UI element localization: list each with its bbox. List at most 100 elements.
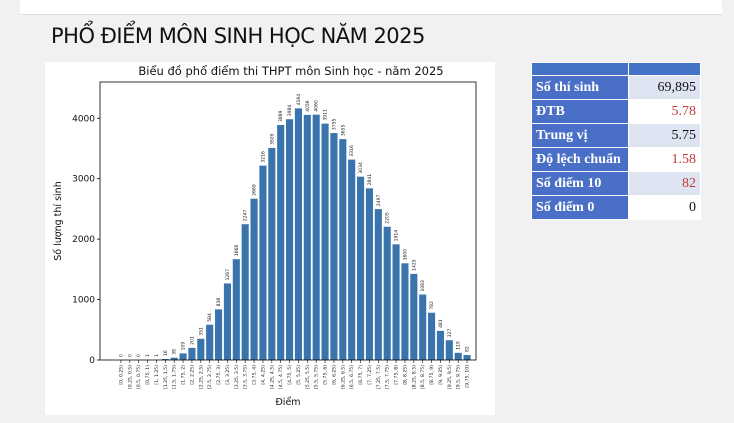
stat-value: 69,895: [628, 75, 701, 100]
data-label: 3755: [331, 118, 337, 130]
bar: [454, 352, 462, 360]
data-label: 3655: [340, 125, 346, 137]
bar: [303, 114, 311, 360]
data-label: 2247: [243, 210, 249, 222]
data-label: 1: [154, 354, 160, 357]
data-label: 782: [429, 301, 435, 310]
data-label: 0: [127, 354, 133, 357]
data-label: 16: [163, 350, 169, 356]
x-tick-label: [6.75, 7): [358, 365, 364, 385]
stats-row: Số điểm 10 82: [531, 171, 701, 196]
x-tick-label: [4.5, 4.75): [278, 365, 284, 389]
x-tick-label: [4.25, 4.5): [269, 365, 275, 389]
bar: [259, 165, 267, 360]
x-tick-label: [3.5, 3.75): [243, 365, 249, 389]
bar: [436, 330, 444, 360]
data-label: 109: [181, 342, 187, 351]
data-label: 0: [136, 354, 142, 357]
bar: [419, 294, 427, 360]
x-tick-label: [5.5, 5.75): [314, 365, 320, 389]
data-label: 481: [438, 319, 444, 328]
x-tick-label: [6.25, 6.5): [340, 365, 346, 389]
x-tick-label: [9.5, 9.75): [456, 365, 462, 389]
x-tick-label: [3, 3.25): [225, 365, 231, 385]
stat-label: Số điểm 10: [531, 171, 629, 196]
bar: [339, 139, 347, 360]
x-tick-label: [1.75, 2): [181, 365, 187, 385]
chart: Biểu đồ phổ điểm thi THPT môn Sinh học -…: [45, 62, 495, 415]
data-label: 4060: [314, 100, 320, 112]
x-tick-label: [2.25, 2.5): [198, 365, 204, 389]
x-tick-label: [2.75, 3): [216, 365, 222, 385]
bar: [277, 124, 285, 360]
x-tick-label: [7, 7.25): [367, 365, 373, 385]
stats-header: [531, 62, 701, 76]
x-tick-label: [8.5, 8.75): [420, 365, 426, 389]
bar: [312, 114, 320, 360]
bar: [463, 355, 471, 360]
data-label: 3316: [349, 145, 355, 157]
y-tick-label: 1000: [72, 296, 95, 306]
stats-row: Số thí sinh 69,895: [531, 75, 701, 100]
x-tick-label: [0, 0.25): [118, 365, 124, 385]
x-tick-label: [5.75, 6): [323, 365, 329, 385]
data-label: 1914: [394, 230, 400, 242]
data-label: 119: [456, 341, 462, 350]
stat-label: Độ lệch chuẩn: [531, 147, 629, 172]
bar: [197, 338, 205, 360]
x-tick-label: [3.25, 3.5): [234, 365, 240, 389]
data-label: 3984: [287, 105, 293, 117]
data-label: 351: [198, 327, 204, 336]
y-tick-label: 4000: [72, 114, 95, 124]
x-tick-label: [5, 5.25): [296, 365, 302, 385]
stat-label: Số thí sinh: [531, 75, 629, 100]
x-tick-label: [2, 2.25): [189, 365, 195, 385]
stat-value: 1.58: [628, 147, 701, 172]
data-label: 1267: [225, 269, 231, 281]
data-label: 4164: [296, 94, 302, 106]
x-tick-label: [6, 6.25): [331, 365, 337, 385]
data-label: 3889: [278, 110, 284, 122]
x-tick-label: [7.75, 8): [394, 365, 400, 385]
x-tick-label: [1.5, 1.75): [172, 365, 178, 389]
data-label: 3509: [269, 133, 275, 145]
data-label: 2497: [376, 195, 382, 207]
bar: [365, 188, 373, 360]
data-label: 0: [118, 354, 124, 357]
bar: [188, 347, 196, 360]
bar: [206, 324, 214, 360]
x-tick-label: [7.5, 7.75): [385, 365, 391, 389]
data-label: 82: [465, 346, 471, 352]
bar: [383, 226, 391, 360]
x-tick-label: [6.5, 6.75): [349, 365, 355, 389]
bar: [428, 312, 436, 360]
x-tick-label: [8, 8.25): [402, 365, 408, 385]
bar: [179, 353, 187, 360]
data-label: 2841: [367, 174, 373, 186]
bar: [330, 133, 338, 360]
x-tick-label: [7.25, 7.5): [376, 365, 382, 389]
stats-row: Trung vị 5.75: [531, 123, 701, 148]
top-bar: [20, 0, 722, 15]
stats-row: Độ lệch chuẩn 1.58: [531, 147, 701, 172]
bar: [268, 147, 276, 360]
header-cell: [531, 62, 629, 76]
y-axis-label: Số lượng thí sinh: [53, 181, 64, 260]
bar: [357, 176, 365, 360]
data-label: 584: [207, 313, 213, 322]
bar: [321, 123, 329, 361]
bar: [445, 340, 453, 360]
x-tick-label: [5.25, 5.5): [305, 365, 311, 389]
x-tick-label: [4, 4.25): [260, 365, 266, 385]
x-tick-label: [8.25, 8.5): [411, 365, 417, 389]
data-label: 3034: [358, 162, 364, 174]
stat-value: 82: [628, 171, 701, 196]
data-label: 1668: [234, 245, 240, 257]
data-label: 3216: [260, 151, 266, 163]
stat-value: 0: [628, 195, 701, 220]
x-tick-label: [0.5, 0.75): [136, 365, 142, 389]
bar: [374, 209, 382, 360]
bar: [161, 359, 169, 360]
